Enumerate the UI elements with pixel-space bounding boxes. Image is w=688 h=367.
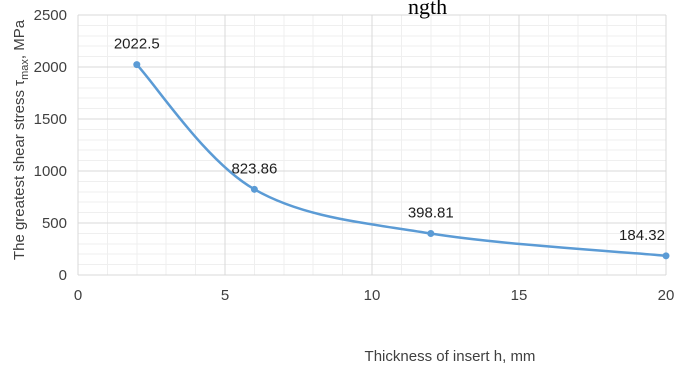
x-tick-label: 5 — [221, 287, 229, 304]
x-tick-labels: 0 5 10 15 20 — [74, 287, 675, 304]
data-labels: 2022.5 823.86 398.81 184.32 — [114, 36, 665, 244]
x-tick-label: 0 — [74, 287, 82, 304]
data-label: 398.81 — [408, 205, 454, 222]
x-tick-label: 10 — [364, 287, 381, 304]
y-tick-label: 500 — [42, 215, 67, 232]
y-tick-labels: 0 500 1000 1500 2000 2500 — [34, 7, 67, 284]
y-tick-label: 1000 — [34, 163, 67, 180]
data-label: 2022.5 — [114, 36, 160, 53]
x-axis-title: Thickness of insert h, mm — [365, 348, 536, 365]
y-tick-label: 2500 — [34, 7, 67, 24]
y-tick-label: 2000 — [34, 59, 67, 76]
series-line — [135, 63, 667, 258]
y-axis-title-main: The greatest shear stress τ — [11, 80, 28, 260]
data-label: 823.86 — [231, 160, 277, 177]
y-tick-label: 1500 — [34, 111, 67, 128]
data-point — [133, 61, 141, 69]
data-point — [662, 252, 670, 260]
clipped-header-text: ngth — [408, 0, 447, 19]
data-point — [250, 185, 258, 193]
x-tick-label: 15 — [511, 287, 528, 304]
y-axis-title-unit: , MPa — [11, 19, 28, 59]
data-label: 184.32 — [619, 227, 665, 244]
y-axis-title-subscript: max — [19, 59, 31, 80]
y-axis-title: The greatest shear stress τmax, MPa — [11, 19, 31, 260]
y-tick-label: 0 — [59, 267, 67, 284]
data-point — [427, 230, 435, 238]
x-tick-label: 20 — [658, 287, 675, 304]
data-points — [133, 61, 670, 260]
major-gridlines — [77, 14, 667, 276]
